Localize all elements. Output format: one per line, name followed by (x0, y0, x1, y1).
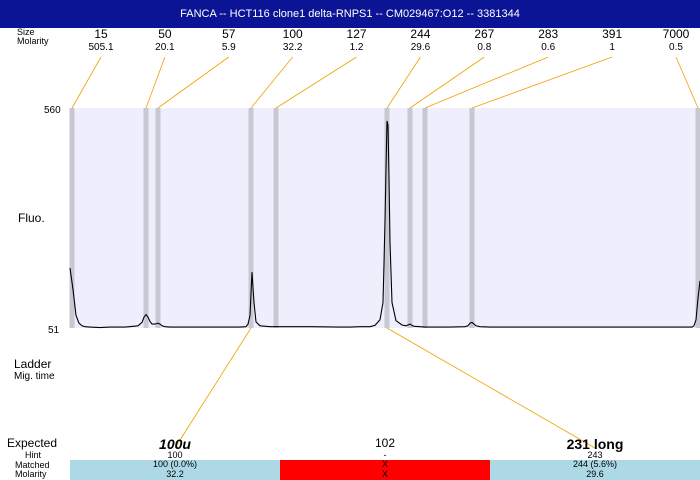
ladder-label: Ladder (14, 357, 52, 371)
matched-cell (70, 460, 280, 480)
matched-label: Matched (15, 460, 50, 470)
matched-molarity: X (381, 469, 389, 479)
peak-leader (250, 56, 293, 109)
peak-molarity-label: 1 (609, 42, 615, 53)
fluo-axis-label: Fluo. (18, 211, 45, 225)
matched-value: 244 (5.6%) (572, 459, 618, 469)
peak-leader (71, 56, 102, 109)
expected-hint: - (383, 450, 387, 460)
peak-molarity-label: 0.5 (669, 42, 683, 53)
peak-molarity-label: 1.2 (350, 42, 364, 53)
matched-value: 100 (0.0%) (152, 459, 198, 469)
matched-molarity: 32.2 (166, 469, 184, 479)
peak-size-label: 267 (474, 27, 494, 41)
peak-molarity-label: 20.1 (155, 42, 175, 53)
peak-band (143, 108, 149, 328)
expected-hint: 243 (587, 450, 603, 460)
peak-leader (409, 56, 485, 109)
peak-size-label: 57 (222, 27, 236, 41)
peak-size-label: 391 (602, 27, 622, 41)
peak-size-label: 283 (538, 27, 558, 41)
peak-band (422, 108, 428, 328)
peak-band (69, 108, 75, 328)
peak-band (384, 108, 390, 328)
peak-band (695, 108, 700, 328)
peak-leader-lines (71, 56, 699, 449)
matched-cell (490, 460, 700, 480)
peak-size-label: 7000 (663, 27, 690, 41)
expected-label: Expected (7, 436, 58, 450)
peak-leader (157, 56, 230, 109)
expected-hint: 100 (167, 450, 183, 460)
y-tick-min: 51 (48, 325, 60, 336)
peak-size-label: 15 (94, 27, 108, 41)
molarity-row-label: Molarity (17, 36, 49, 46)
peak-bands (69, 108, 700, 328)
hint-label: Hint (25, 450, 42, 460)
peak-molarity-label: 5.9 (222, 42, 236, 53)
expected-name: 231 long (566, 436, 624, 452)
peak-size-label: 50 (158, 27, 172, 41)
peak-band (155, 108, 161, 328)
expected-name: 100u (159, 436, 191, 452)
peak-leader (275, 56, 357, 109)
peak-size-label: 244 (410, 27, 430, 41)
matched-value: X (381, 459, 389, 469)
peak-leader (145, 56, 166, 109)
mig-time-label: Mig. time (14, 371, 55, 382)
matched-cell (280, 460, 490, 480)
peak-band (248, 108, 254, 328)
peak-molarity-label: 505.1 (88, 42, 113, 53)
peak-molarity-label: 32.2 (283, 42, 303, 53)
peak-molarity-label: 29.6 (411, 42, 431, 53)
y-tick-max: 560 (44, 105, 61, 116)
expected-leader (386, 327, 596, 449)
expected-name: 102 (374, 436, 396, 450)
expected-leader (174, 327, 252, 449)
peak-leader (424, 56, 549, 109)
peak-leader (675, 56, 699, 109)
fluorescence-trace (69, 120, 700, 329)
matched-molarity: 29.6 (586, 469, 604, 479)
peak-band (469, 108, 475, 328)
peak-leader (471, 56, 613, 109)
peak-band (407, 108, 413, 328)
peak-leader (386, 56, 421, 109)
chart-title: FANCA -- HCT116 clone1 delta-RNPS1 -- CM… (0, 0, 700, 28)
peak-size-label: 127 (347, 27, 367, 41)
y-tick-labels: 560 51 (44, 105, 61, 336)
peak-molarity-label: 0.6 (541, 42, 555, 53)
size-row-label: Size (17, 27, 35, 37)
molarity-bottom-label: Molarity (15, 469, 47, 479)
peak-molarity-label: 0.8 (477, 42, 491, 53)
peak-size-label: 100 (283, 27, 303, 41)
peak-band (273, 108, 279, 328)
